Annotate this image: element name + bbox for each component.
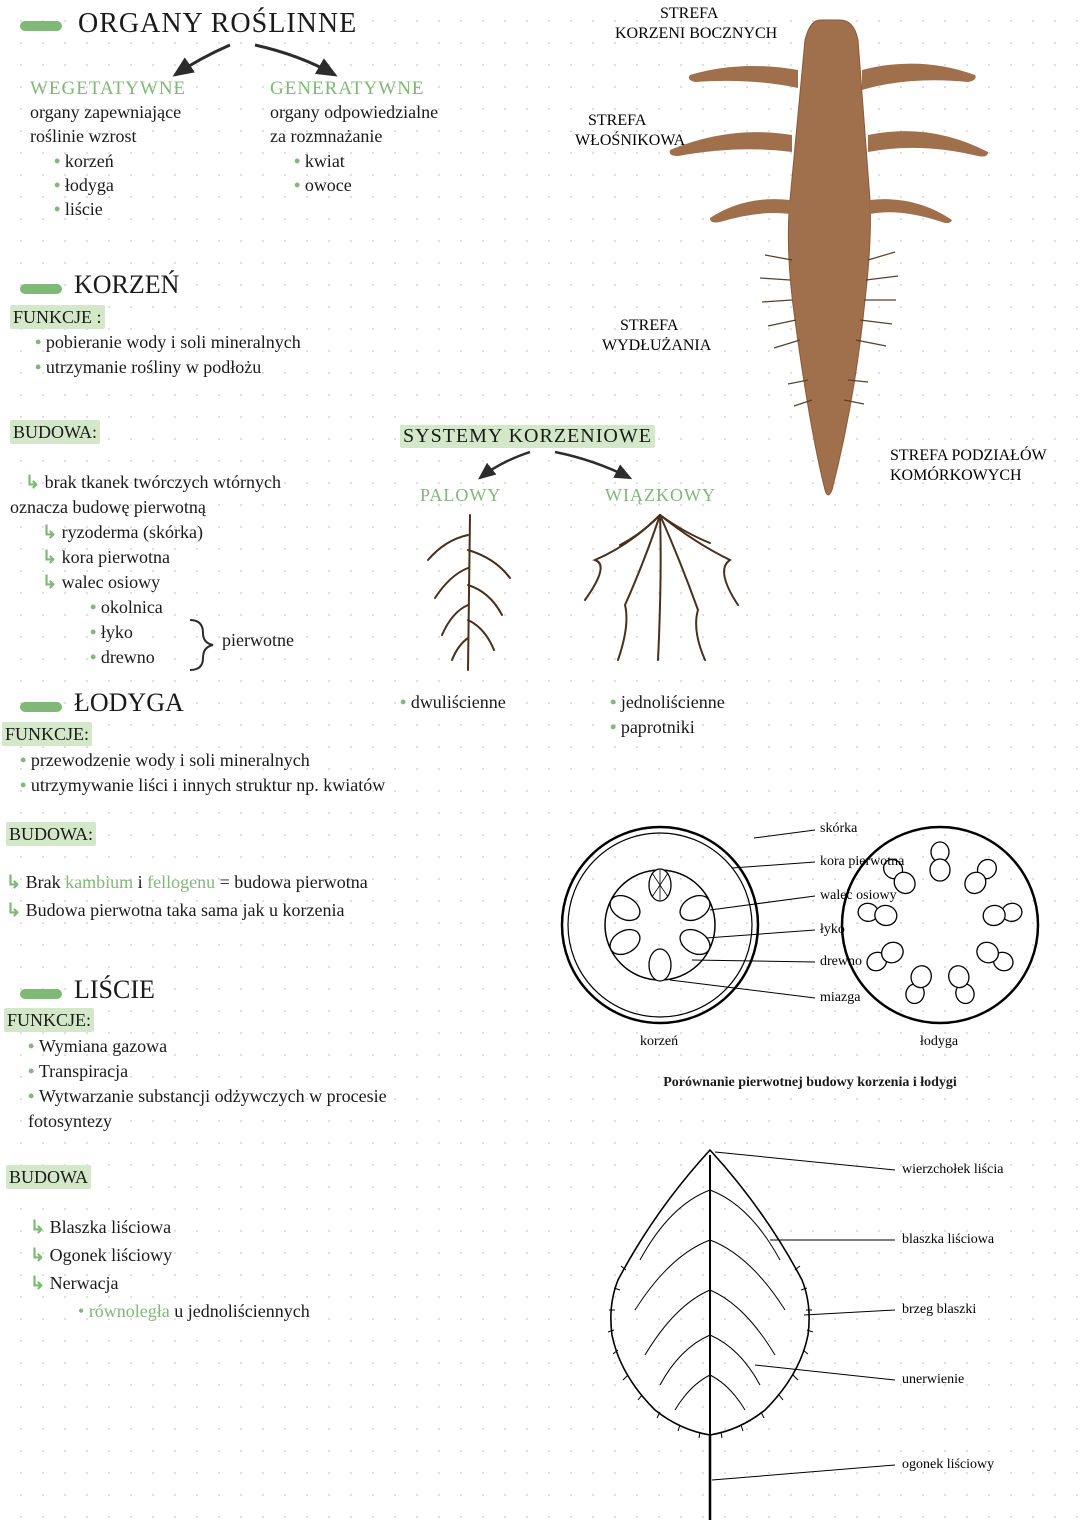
liscie-sub: • równoległa u jednoliściennych: [78, 1299, 310, 1323]
liscie-f2: Transpiracja: [28, 1059, 128, 1083]
korzen-b-intro1: brak tkanek twórczych wtórnych: [25, 470, 281, 494]
veg-desc2: roślinie wzrost: [30, 124, 186, 148]
leaf-l3: unerwienie: [902, 1372, 964, 1387]
cross-section-diagram: skórka kora pierwotna walec osiowy łyko …: [540, 810, 1080, 1090]
generative-block: GENERATYWNE organy odpowiedzialne za roz…: [270, 78, 438, 197]
liscie-f1: Wymiana gazowa: [28, 1034, 167, 1058]
korzen-budowa-label: BUDOWA:: [10, 420, 100, 444]
systemy-right-note1: jednoliścienne: [610, 690, 725, 714]
korzen-l1: ryzoderma (skórka): [42, 520, 203, 544]
generative-heading: GENERATYWNE: [270, 78, 438, 100]
korzen-b-intro2: oznacza budowę pierwotną: [10, 495, 206, 519]
cs-l3: łyko: [820, 922, 845, 937]
korzen-title: KORZEŃ: [20, 270, 179, 300]
korzen-s1: okolnica: [90, 595, 163, 619]
zone-div-2: KOMÓRKOWYCH: [890, 465, 1022, 484]
lodyga-f1: przewodzenie wody i soli mineralnych: [20, 748, 310, 772]
cs-l5: miazga: [820, 990, 861, 1005]
cs-l1: kora pierwotna: [820, 854, 905, 869]
branch-arrows: [170, 43, 370, 83]
liscie-budowa-label: BUDOWA: [6, 1165, 91, 1189]
cs-caption: Porównanie pierwotnej budowy korzenia i …: [600, 1075, 1020, 1091]
lodyga-b2: Budowa pierwotna taka sama jak u korzeni…: [6, 898, 344, 922]
systemy-title: SYSTEMY KORZENIOWE: [400, 425, 655, 448]
systemy-left: PALOWY: [420, 485, 501, 506]
taproot-drawing: [400, 510, 540, 680]
cs-left-cap: korzeń: [640, 1034, 678, 1049]
lodyga-title: ŁODYGA: [20, 688, 184, 718]
systemy-arrows: [475, 450, 645, 485]
vegetative-heading: WEGETATYWNE: [30, 78, 186, 100]
korzen-l2: kora pierwotna: [42, 545, 170, 569]
liscie-f4: fotosyntezy: [28, 1109, 112, 1133]
veg-desc1: organy zapewniające: [30, 100, 186, 124]
korzen-title-text: KORZEŃ: [74, 270, 179, 299]
page-title: ORGANY ROŚLINNE: [20, 8, 357, 40]
cs-l4: drewno: [820, 954, 862, 969]
leaf-diagram: wierzchołek liścia blaszka liściowa brze…: [560, 1130, 1080, 1525]
zone-hair-2: WŁOŚNIKOWA: [575, 130, 686, 149]
korzen-l3: walec osiowy: [42, 570, 160, 594]
gen-item-1: owoce: [294, 173, 438, 197]
zone-elong-1: STREFA: [620, 317, 679, 334]
korzen-s3: drewno: [90, 645, 155, 669]
lodyga-b1: Brak kambium i fellogenu = budowa pierwo…: [6, 870, 368, 894]
cs-right-cap: łodyga: [920, 1034, 959, 1049]
zone-lateral-1: STREFA: [660, 5, 719, 22]
leaf-l1: blaszka liściowa: [902, 1232, 995, 1247]
gen-item-0: kwiat: [294, 149, 438, 173]
liscie-title-text: LIŚCIE: [74, 975, 155, 1004]
zone-div-1: STREFA PODZIAŁÓW: [890, 445, 1047, 464]
leaf-l2: brzeg blaszki: [902, 1302, 976, 1317]
liscie-title: LIŚCIE: [20, 975, 155, 1005]
korzen-f2: utrzymanie rośliny w podłożu: [35, 355, 261, 379]
veg-item-1: łodyga: [54, 173, 186, 197]
vegetative-block: WEGETATYWNE organy zapewniające roślinie…: [30, 78, 186, 221]
gen-desc2: za rozmnażanie: [270, 124, 438, 148]
systemy-right: WIĄZKOWY: [605, 485, 716, 506]
liscie-i2: Ogonek liściowy: [30, 1243, 172, 1267]
zone-elong-2: WYDŁUŻANIA: [602, 336, 712, 354]
lodyga-funkcje-label: FUNKCJE:: [2, 722, 92, 746]
systemy-left-note: dwuliścienne: [400, 690, 506, 714]
title-text: ORGANY ROŚLINNE: [78, 8, 357, 39]
liscie-funkcje-label: FUNKCJE:: [4, 1008, 94, 1032]
cs-l0: skórka: [820, 821, 858, 836]
leaf-l0: wierzchołek liścia: [902, 1162, 1004, 1177]
lodyga-budowa-label: BUDOWA:: [6, 822, 96, 846]
korzen-s2: łyko: [90, 620, 133, 644]
leaf-l4: ogonek liściowy: [902, 1457, 994, 1472]
zone-hair-1: STREFA: [588, 112, 647, 129]
lodyga-title-text: ŁODYGA: [74, 688, 184, 717]
gen-desc1: organy odpowiedzialne: [270, 100, 438, 124]
korzen-f1: pobieranie wody i soli mineralnych: [35, 330, 301, 354]
veg-item-0: korzeń: [54, 149, 186, 173]
korzen-funkcje-label: FUNKCJE :: [10, 305, 105, 329]
liscie-i1: Blaszka liściowa: [30, 1215, 171, 1239]
systemy-right-note2: paprotniki: [610, 715, 695, 739]
korzen-subnote: pierwotne: [222, 628, 294, 652]
liscie-i3: Nerwacja: [30, 1271, 119, 1295]
lodyga-f2: utrzymywanie liści i innych struktur np.…: [20, 773, 385, 797]
cs-l2: walec osiowy: [820, 888, 897, 903]
zone-lateral-2: KORZENI BOCZNYCH: [615, 25, 778, 42]
fibrous-drawing: [570, 505, 750, 680]
accent-pill: [20, 21, 62, 31]
liscie-f3: Wytwarzanie substancji odżywczych w proc…: [28, 1084, 387, 1108]
veg-item-2: liście: [54, 197, 186, 221]
